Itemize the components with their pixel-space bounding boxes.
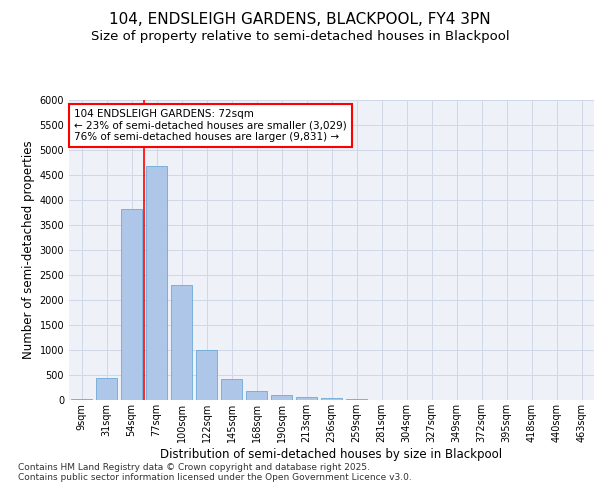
Bar (296, 396, 317, 400)
Bar (246, 390, 267, 400)
Bar (271, 395, 292, 400)
Bar (171, 285, 192, 400)
Bar (71, 398, 92, 400)
Bar (321, 398, 342, 400)
Text: 104 ENDSLEIGH GARDENS: 72sqm
← 23% of semi-detached houses are smaller (3,029)
7: 104 ENDSLEIGH GARDENS: 72sqm ← 23% of se… (74, 109, 347, 142)
Text: Contains HM Land Registry data © Crown copyright and database right 2025.
Contai: Contains HM Land Registry data © Crown c… (18, 463, 412, 482)
Text: Size of property relative to semi-detached houses in Blackpool: Size of property relative to semi-detach… (91, 30, 509, 43)
Bar (96, 378, 117, 400)
Y-axis label: Number of semi-detached properties: Number of semi-detached properties (22, 140, 35, 360)
X-axis label: Distribution of semi-detached houses by size in Blackpool: Distribution of semi-detached houses by … (160, 448, 503, 460)
Bar (346, 398, 367, 400)
Bar (146, 166, 167, 400)
Bar (121, 209, 142, 400)
Bar (221, 379, 242, 400)
Text: 104, ENDSLEIGH GARDENS, BLACKPOOL, FY4 3PN: 104, ENDSLEIGH GARDENS, BLACKPOOL, FY4 3… (109, 12, 491, 28)
Bar (196, 350, 217, 400)
